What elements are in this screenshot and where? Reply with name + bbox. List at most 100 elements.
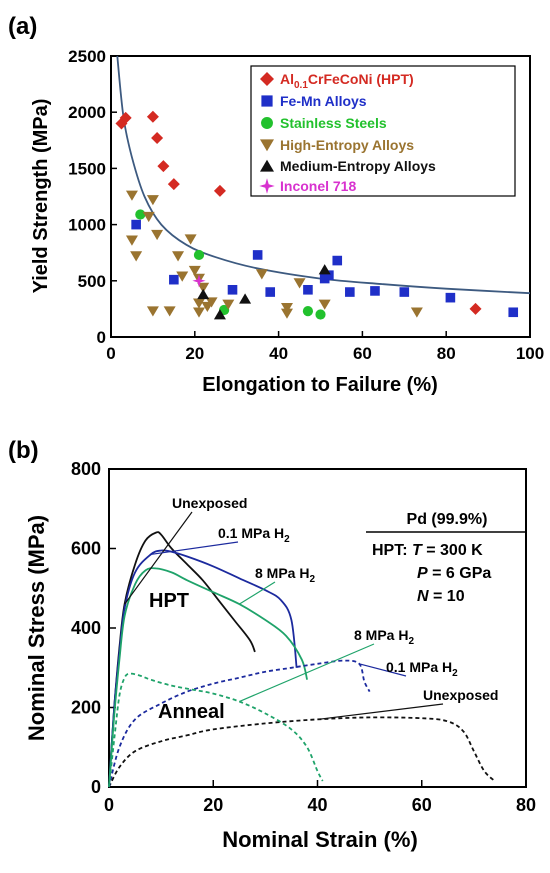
y-tick-label: 1000 xyxy=(68,216,106,235)
data-point-series-3 xyxy=(280,302,293,314)
legend-marker-4 xyxy=(260,159,274,172)
data-point-series-1 xyxy=(131,219,141,230)
annotation-leader xyxy=(317,703,444,721)
data-point-series-1 xyxy=(508,307,519,318)
data-point-series-1 xyxy=(345,287,355,297)
legend-markers xyxy=(259,72,275,194)
data-point-series-3 xyxy=(163,306,176,317)
x-tick-label: 20 xyxy=(203,795,223,815)
x-tick-label: 0 xyxy=(104,795,114,815)
group-label-hpt: HPT xyxy=(149,590,189,612)
y-tick-label: 500 xyxy=(78,272,106,291)
data-point-series-3 xyxy=(146,306,159,317)
data-point-series-1 xyxy=(332,255,343,266)
data-point-series-5 xyxy=(192,274,206,288)
legend: Al0.1CrFeCoNi (HPT) Fe-Mn Alloys Stainle… xyxy=(250,65,516,197)
data-point-series-3 xyxy=(125,235,138,246)
chart-a-frame xyxy=(110,55,531,338)
info-title: Pd (99.9%) xyxy=(407,511,488,528)
annotation-leader xyxy=(359,663,407,677)
chart-a-marks xyxy=(115,110,519,320)
data-point-series-3 xyxy=(151,229,164,241)
x-tick-label: 40 xyxy=(269,344,288,363)
data-point-series-3 xyxy=(222,299,235,310)
y-tick-label: 2500 xyxy=(68,47,106,66)
y-tick-label: 400 xyxy=(71,618,101,638)
y-tick-label: 0 xyxy=(91,777,101,797)
data-point-series-4 xyxy=(197,288,210,300)
data-point-series-0 xyxy=(146,110,159,123)
stress-strain-line-0 xyxy=(108,531,256,788)
data-point-series-0 xyxy=(213,184,226,197)
info-line-2: P = 6 GPa xyxy=(417,565,491,582)
y-tick-label: 2000 xyxy=(68,103,106,122)
x-tick-label: 100 xyxy=(516,344,544,363)
x-tick-label: 60 xyxy=(412,795,432,815)
legend-box xyxy=(250,65,516,197)
annotation-label: 8 MPa H2 xyxy=(354,627,414,647)
annotation-leader xyxy=(150,541,239,556)
data-point-series-3 xyxy=(280,308,293,319)
y-tick-label: 1500 xyxy=(68,159,106,178)
annotation-label: Unexposed xyxy=(172,495,247,511)
group-label-anneal: Anneal xyxy=(158,701,225,723)
legend-marker-0 xyxy=(260,72,274,86)
stress-strain-line-5 xyxy=(108,672,324,788)
annotation-leader xyxy=(238,581,276,605)
data-point-series-3 xyxy=(172,251,185,262)
data-point-series-1 xyxy=(303,284,313,295)
data-point-series-3 xyxy=(192,298,205,309)
data-point-series-4 xyxy=(213,309,226,320)
annotation-label: 0.1 MPa H2 xyxy=(386,659,458,679)
data-point-series-1 xyxy=(227,284,238,295)
legend-marker-3 xyxy=(260,139,274,152)
legend-marker-2 xyxy=(261,117,273,129)
data-point-series-4 xyxy=(239,293,252,304)
data-point-series-1 xyxy=(169,274,179,285)
data-point-series-3 xyxy=(146,195,159,206)
x-tick-label: 0 xyxy=(106,344,115,363)
chart-b-annotations: Unexposed 0.1 MPa H2 8 MPa H2 8 MPa H2 0.1 M… xyxy=(124,495,498,721)
data-point-series-3 xyxy=(125,190,138,201)
data-point-series-2 xyxy=(135,209,146,220)
y-tick-label: 200 xyxy=(71,698,101,718)
data-point-series-0 xyxy=(167,178,180,191)
data-point-series-0 xyxy=(119,111,132,124)
data-point-series-3 xyxy=(255,269,268,280)
y-tick-label: 600 xyxy=(71,539,101,559)
data-point-series-0 xyxy=(157,160,170,173)
data-point-series-3 xyxy=(130,251,143,262)
annotation-leader xyxy=(239,643,375,703)
data-point-series-3 xyxy=(192,307,205,318)
legend-label-mea: Medium-Entropy Alloys xyxy=(280,158,436,174)
chart-a-xlabel: Elongation to Failure (%) xyxy=(202,374,438,396)
data-point-series-0 xyxy=(151,132,164,145)
x-tick-label: 20 xyxy=(185,344,204,363)
data-point-series-1 xyxy=(399,287,410,297)
panel-label-b: (b) xyxy=(8,437,39,464)
y-tick-label: 800 xyxy=(71,459,101,479)
legend-label-stainless: Stainless Steels xyxy=(280,115,387,131)
info-box: Pd (99.9%) HPT: T = 300 K P = 6 GPa N = … xyxy=(366,511,526,605)
stress-strain-line-2 xyxy=(108,567,308,788)
x-tick-label: 80 xyxy=(516,795,536,815)
legend-label-hea: High-Entropy Alloys xyxy=(280,137,414,153)
annotation-label: 0.1 MPa H2 xyxy=(218,525,290,545)
stress-strain-line-3 xyxy=(108,716,496,788)
legend-label-femn: Fe-Mn Alloys xyxy=(280,93,367,109)
annotation-leader xyxy=(124,511,193,605)
data-point-series-3 xyxy=(205,297,218,308)
legend-marker-5 xyxy=(259,178,275,194)
data-point-series-2 xyxy=(302,306,314,317)
data-point-series-1 xyxy=(445,292,456,303)
annotation-label: Unexposed xyxy=(423,687,498,703)
info-line-1: HPT: T = 300 K xyxy=(372,542,483,559)
chart-b-ylabel: Nominal Stress (MPa) xyxy=(24,515,49,741)
data-point-series-1 xyxy=(252,250,263,260)
data-point-series-1 xyxy=(324,270,334,280)
x-tick-label: 80 xyxy=(437,344,456,363)
data-point-series-3 xyxy=(176,271,189,282)
